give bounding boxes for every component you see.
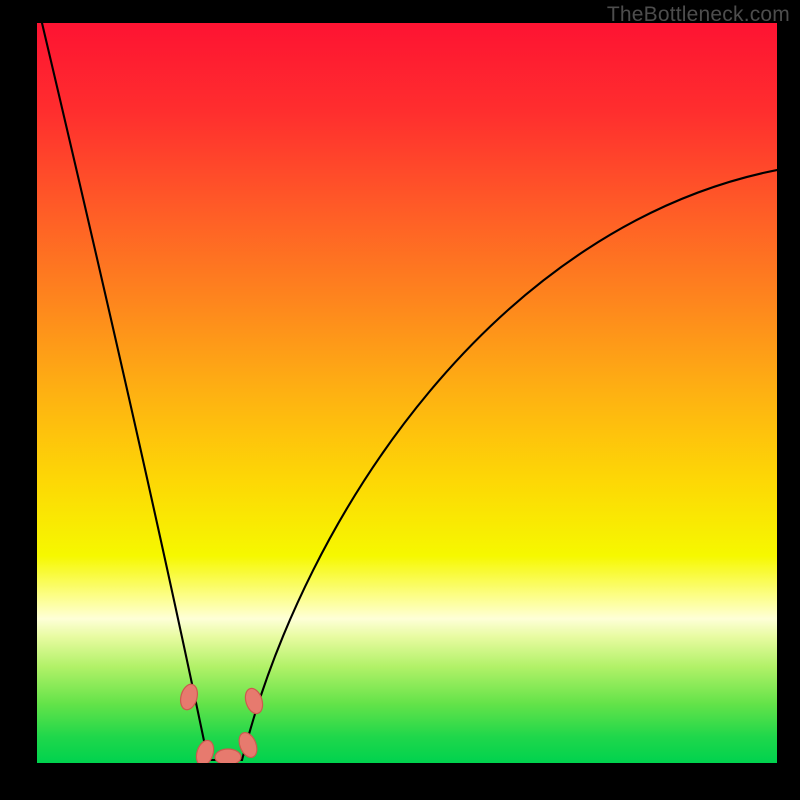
chart-stage: TheBottleneck.com bbox=[0, 0, 800, 800]
chart-svg bbox=[0, 0, 800, 800]
plot-gradient-background bbox=[37, 23, 777, 763]
data-marker bbox=[215, 749, 241, 765]
